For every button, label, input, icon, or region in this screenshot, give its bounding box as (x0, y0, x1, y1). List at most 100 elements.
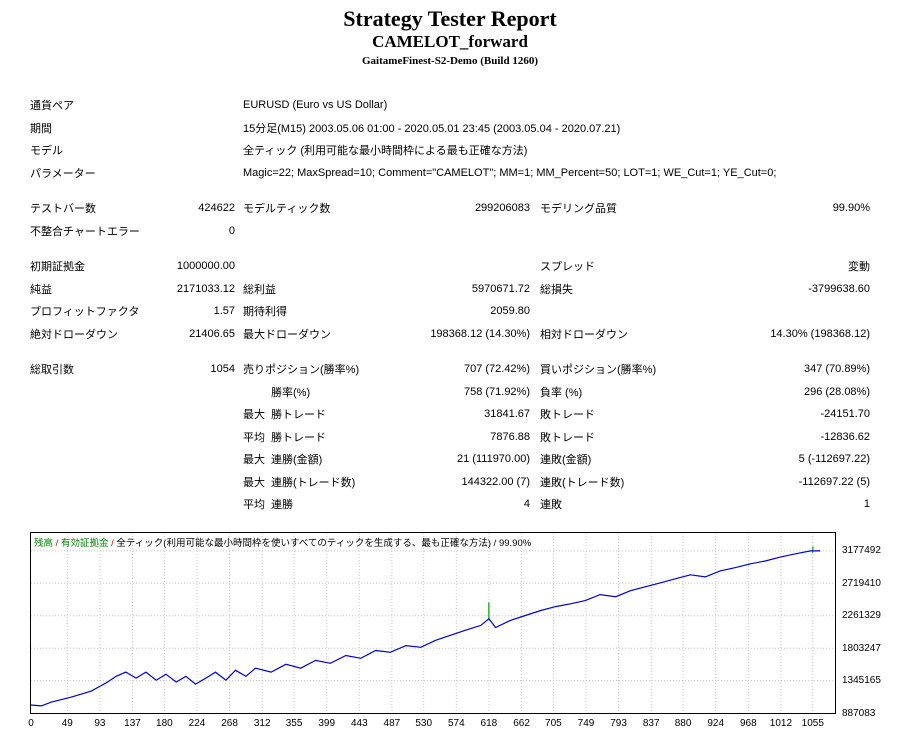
x-axis-label: 530 (415, 717, 433, 729)
y-axis-label: 1345165 (842, 675, 881, 687)
stat-label: 最大 連勝(トレード数) (243, 474, 375, 490)
report-row: 最大 勝トレード 31841.67 敗トレード -24151.70 (30, 403, 870, 426)
y-axis-label: 2719410 (842, 577, 881, 589)
stat-value: 707 (72.42%) (463, 363, 530, 376)
stat-value: -12836.62 (820, 430, 870, 443)
stat-label: 敗トレード (540, 409, 595, 422)
report-row: 期間 15分足(M15) 2003.05.06 01:00 - 2020.05.0… (30, 117, 870, 140)
stat-label: 最大ドローダウン (243, 328, 331, 341)
stat-label: モデル (30, 145, 63, 158)
report-row: 総取引数 1054 売りポジション(勝率%) 707 (72.42%) 買いポジション(… (30, 358, 870, 381)
stat-label: 敗トレード (540, 431, 595, 444)
x-axis-label: 705 (545, 717, 562, 729)
stat-label: 総利益 (243, 283, 276, 296)
report-section: テストバー数 424622 モデルティック数 299206083 モデリング品質 99.9… (30, 197, 870, 242)
stat-label: 期間 (30, 122, 52, 135)
x-axis-label: 837 (642, 717, 660, 729)
x-axis-label: 224 (188, 717, 206, 729)
stat-sublabel: 連勝(金額) (271, 454, 323, 467)
stat-label: 買いポジション(勝率%) (540, 364, 657, 377)
x-axis-label: 749 (577, 717, 595, 729)
stat-value: 5 (-112697.22) (798, 453, 870, 466)
report-title: Strategy Tester Report (343, 6, 557, 31)
x-axis-label: 618 (480, 717, 498, 729)
x-axis-label: 399 (318, 717, 336, 729)
stat-label: 連敗(トレード数) (540, 476, 625, 489)
stat-value: 変動 (848, 261, 870, 274)
report-row: パラメーター Magic=22; MaxSpread=10; Comment="C… (30, 162, 870, 185)
report-row: 最大 連勝(トレード数) 144322.00 (7) 連敗(トレード数) -112697… (30, 471, 870, 494)
balance-line (31, 549, 821, 707)
stat-value: 7876.88 (490, 430, 530, 443)
chart-legend-part: / 99.90% (491, 537, 532, 549)
stat-label: 連敗(金額) (540, 454, 592, 467)
stat-value: 21406.65 (189, 327, 235, 340)
stat-value: 1000000.00 (176, 260, 235, 273)
stat-sublabel: 勝トレード (271, 431, 326, 444)
report-section: 初期証拠金 1000000.00 スプレッド 変動 純益 2171033.12 総利益 597… (30, 255, 870, 345)
server-build: GaitameFinest-S2-Demo (Build 1260) (362, 55, 538, 67)
stat-value: 0 (228, 224, 235, 237)
stat-label: 売りポジション(勝率%) (243, 364, 360, 377)
x-axis-label: 574 (447, 717, 465, 729)
stat-value: -112697.22 (5) (798, 475, 870, 488)
stat-label: 相対ドローダウン (540, 328, 628, 341)
stat-label: 最大 連勝(金額) (243, 451, 375, 467)
chart-legend-part: 全ティック(利用可能な最小時間枠を使いすべてのティックを生成する、最も正確な方法… (116, 537, 492, 549)
stat-prefix: 平均 (243, 431, 265, 444)
stat-value: -24151.70 (820, 408, 870, 421)
x-axis-label: 1012 (769, 717, 793, 729)
stat-prefix: 平均 (243, 499, 265, 512)
stat-prefix: 最大 (243, 476, 265, 489)
chart-plot-area: 残高 / 有効証拠金 / 全ティック(利用可能な最小時間枠を使いすべてのティック… (30, 531, 836, 714)
x-axis-label: 487 (383, 717, 401, 729)
x-axis-label: 355 (285, 717, 303, 729)
x-axis-label: 49 (61, 717, 73, 729)
x-axis-label: 93 (94, 717, 106, 729)
stat-label: 絶対ドローダウン (30, 328, 118, 341)
report-row: 平均 勝トレード 7876.88 敗トレード -12836.62 (30, 426, 870, 449)
stat-value: 99.90% (832, 202, 870, 215)
stat-label: 総取引数 (30, 364, 74, 377)
stat-label: 総損失 (540, 283, 573, 296)
report-section: 総取引数 1054 売りポジション(勝率%) 707 (72.42%) 買いポジション(… (30, 358, 870, 516)
report-row: 絶対ドローダウン 21406.65 最大ドローダウン 198368.12 (14.30… (30, 323, 870, 346)
stat-value: 198368.12 (14.30%) (430, 327, 530, 340)
stat-prefix: 最大 (243, 454, 265, 467)
stat-value: 1.57 (213, 305, 235, 318)
stat-value: EURUSD (Euro vs US Dollar) (243, 99, 388, 112)
report-row: 初期証拠金 1000000.00 スプレッド 変動 (30, 255, 870, 278)
stat-value: 347 (70.89%) (803, 363, 870, 376)
stat-label: 最大 勝トレード (243, 406, 375, 422)
y-axis-label: 887083 (842, 707, 876, 719)
stat-label: 平均 連勝 (243, 496, 375, 512)
chart-legend-part: 残高 (34, 537, 54, 549)
stat-value: 1 (863, 498, 870, 511)
stat-sublabel: 勝トレード (271, 409, 326, 422)
report-row: 最大 連勝(金額) 21 (111970.00) 連敗(金額) 5 (-112697.2… (30, 448, 870, 471)
stat-value: 2059.80 (490, 305, 530, 318)
chart-legend: 残高 / 有効証拠金 / 全ティック(利用可能な最小時間枠を使いすべてのティック… (34, 535, 531, 549)
report-section: 通貨ペア EURUSD (Euro vs US Dollar) 期間 15分足(M15… (30, 94, 870, 184)
report-row: 不整合チャートエラー 0 (30, 220, 870, 243)
stat-label: 初期証拠金 (30, 261, 85, 274)
x-axis-label: 0 (28, 717, 34, 729)
equity-curve-svg (31, 532, 835, 713)
strategy-tester-report: Strategy Tester Report CAMELOT_forward G… (0, 6, 900, 732)
stat-sublabel: 連勝(トレード数) (271, 476, 356, 489)
x-axis-label: 180 (156, 717, 173, 729)
x-axis-label: 968 (739, 717, 757, 729)
report-row: 純益 2171033.12 総利益 5970671.72 総損失 -3799638.60 (30, 278, 870, 301)
x-axis-label: 268 (221, 717, 238, 729)
stat-value: 31841.67 (484, 408, 530, 421)
stat-label: 連敗 (540, 499, 562, 512)
stat-value: 全ティック (利用可能な最小時間枠による最も正確な方法) (243, 145, 528, 158)
stat-label: テストバー数 (30, 203, 96, 216)
y-axis-label: 3177492 (842, 545, 881, 557)
expert-name: CAMELOT_forward (372, 32, 528, 51)
stat-value: 299206083 (474, 202, 530, 215)
chart-legend-part: 有効証拠金 (60, 537, 109, 549)
stat-label: パラメーター (30, 167, 96, 180)
x-axis-label: 312 (253, 717, 271, 729)
x-axis-label: 662 (513, 717, 530, 729)
